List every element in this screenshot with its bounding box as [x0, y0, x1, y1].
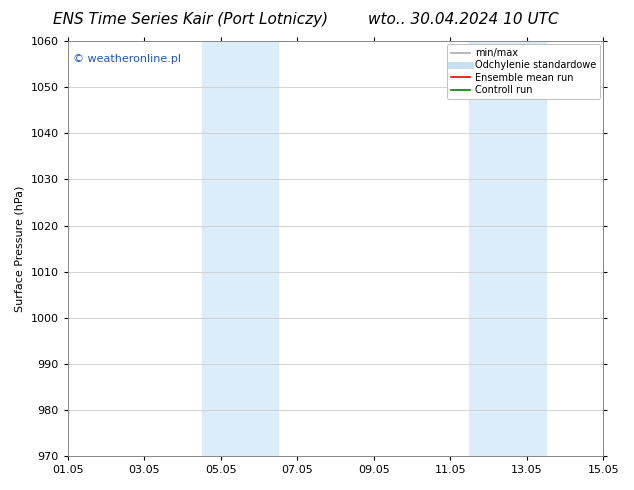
Y-axis label: Surface Pressure (hPa): Surface Pressure (hPa) — [15, 185, 25, 312]
Bar — [469, 41, 508, 456]
Text: © weatheronline.pl: © weatheronline.pl — [73, 54, 181, 64]
Bar — [508, 41, 546, 456]
Bar — [240, 41, 278, 456]
Text: ENS Time Series Kair (Port Lotniczy): ENS Time Series Kair (Port Lotniczy) — [53, 12, 328, 27]
Legend: min/max, Odchylenie standardowe, Ensemble mean run, Controll run: min/max, Odchylenie standardowe, Ensembl… — [447, 44, 600, 99]
Bar — [202, 41, 240, 456]
Text: wto.. 30.04.2024 10 UTC: wto.. 30.04.2024 10 UTC — [368, 12, 558, 27]
